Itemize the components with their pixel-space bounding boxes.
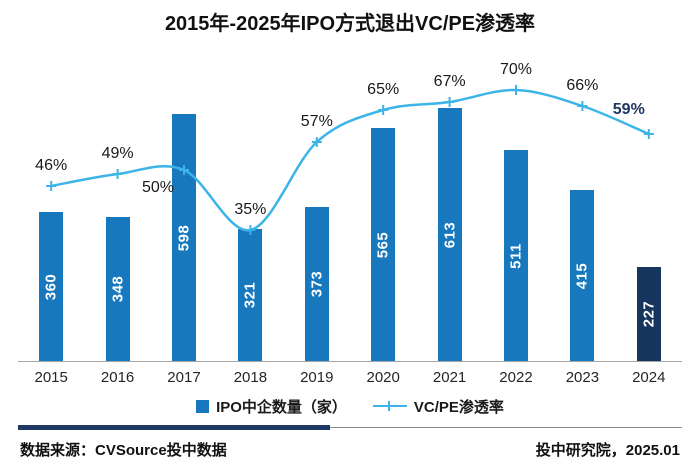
x-tick-2023: 2023 — [565, 369, 600, 386]
bar-2016: 348 — [105, 217, 130, 361]
divider-accent-bar — [18, 425, 331, 430]
x-tick-2022: 2022 — [499, 369, 533, 386]
line-marker-icon — [179, 165, 189, 175]
penetration-rate-line — [46, 85, 654, 235]
legend-label-bars: IPO中企数量（家） — [216, 398, 347, 416]
pct-label-2020: 65% — [367, 81, 400, 98]
line-marker-icon — [511, 85, 521, 95]
line-marker-icon — [643, 129, 654, 139]
bar-2022: 511 — [504, 150, 528, 361]
x-tick-2020: 2020 — [366, 369, 400, 386]
line-series-marker-icon — [372, 399, 407, 413]
plot-area: 360 348 598 321 373 565 613 511 415 227 2015 2016 20… — [18, 46, 682, 391]
legend-item-line: VC/PE渗透率 — [372, 396, 504, 417]
bar-2018: 321 — [238, 229, 263, 361]
x-tick-2019: 2019 — [300, 369, 334, 386]
x-tick-2021: 2021 — [432, 369, 467, 386]
footer-divider — [18, 425, 682, 430]
pct-label-2021: 67% — [433, 73, 466, 90]
line-marker-icon — [311, 137, 322, 147]
pct-label-2015: 46% — [35, 157, 68, 174]
pct-label-2019: 57% — [300, 113, 333, 130]
x-tick-2016: 2016 — [100, 369, 135, 386]
data-source-text: 数据来源：CVSource投中数据 — [20, 442, 227, 459]
pct-label-2024: 59% — [612, 101, 645, 118]
legend-item-bars: IPO中企数量（家） — [196, 396, 347, 417]
line-marker-icon — [46, 181, 57, 191]
bar-2019: 373 — [304, 207, 329, 361]
x-tick-2017: 2017 — [167, 369, 201, 386]
x-tick-2024: 2024 — [632, 369, 666, 386]
line-marker-icon — [444, 97, 455, 107]
line-marker-icon — [245, 225, 256, 235]
pct-label-2022: 70% — [499, 61, 533, 78]
legend: IPO中企数量（家） VC/PE渗透率 — [18, 393, 682, 419]
bar-2020: 565 — [371, 128, 396, 361]
x-axis-line — [18, 361, 682, 362]
pct-label-2018: 35% — [234, 201, 267, 218]
line-marker-icon — [577, 101, 588, 111]
x-tick-2015: 2015 — [34, 369, 68, 386]
bar-2023: 415 — [570, 190, 595, 361]
bar-2021: 613 — [437, 108, 462, 361]
line-marker-icon — [378, 105, 389, 115]
bar-series-swatch-icon — [196, 399, 210, 413]
bar-2017: 598 — [172, 114, 196, 361]
publisher-text: 投中研究院，2025.01 — [535, 442, 680, 459]
legend-label-line: VC/PE渗透率 — [413, 398, 504, 416]
line-marker-icon — [112, 169, 123, 179]
pct-label-2017: 50% — [141, 179, 175, 196]
footer: 数据来源：CVSource投中数据 投中研究院，2025.01 — [18, 425, 682, 460]
bar-2024: 227 — [636, 267, 661, 361]
pct-label-2016: 49% — [101, 145, 134, 162]
bar-2015: 360 — [39, 212, 64, 361]
pct-label-2023: 66% — [566, 77, 599, 94]
divider-thin-rule — [18, 427, 682, 428]
x-tick-2018: 2018 — [233, 369, 268, 386]
chart-title: 2015年-2025年IPO方式退出VC/PE渗透率 — [164, 13, 536, 35]
